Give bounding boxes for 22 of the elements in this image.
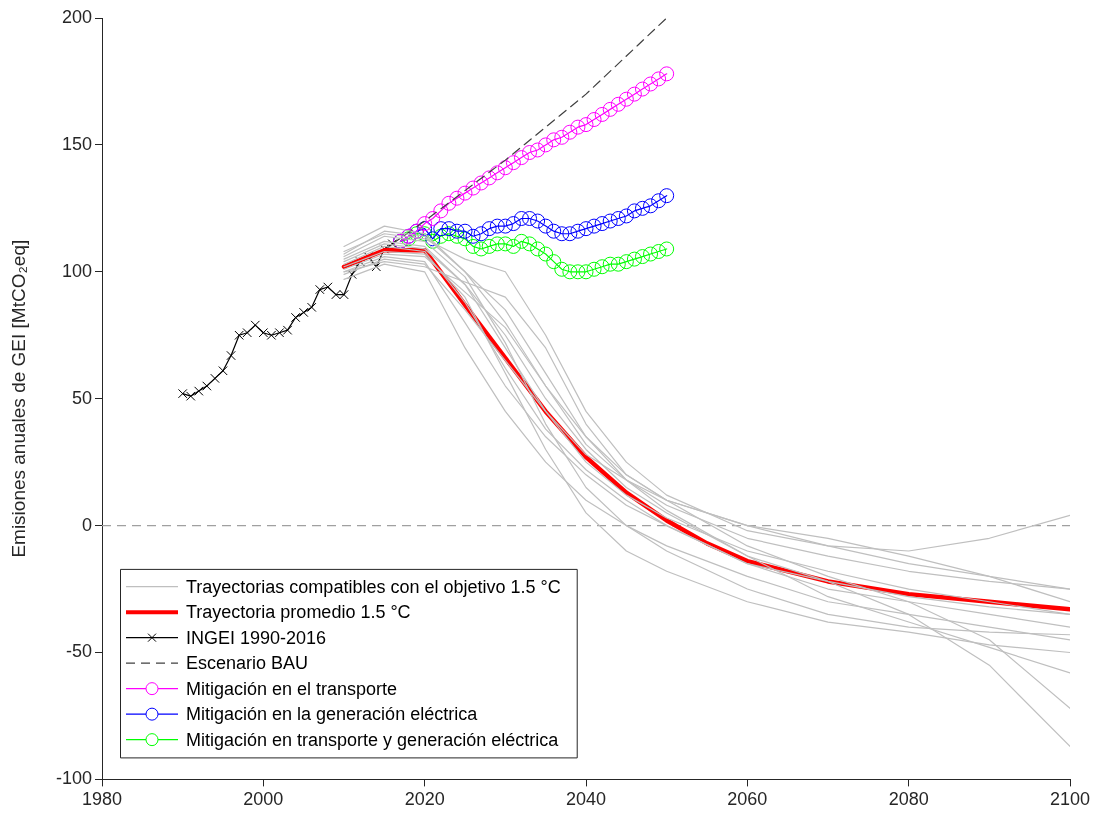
legend-label: Trayectoria promedio 1.5 °C	[186, 602, 411, 623]
x-tick-label: 1980	[81, 789, 123, 810]
y-tick-label: 0	[81, 514, 92, 535]
legend-label: Trayectorias compatibles con el objetivo 1.5 °C	[186, 576, 561, 597]
x-tick-label: 2100	[1049, 789, 1091, 810]
y-axis-title: Emisiones anuales de GEI [MtCO₂eq]	[7, 239, 29, 558]
y-tick-label: -50	[65, 641, 92, 662]
y-tick-label: 100	[61, 260, 92, 281]
x-tick-label: 2040	[565, 789, 607, 810]
x-tick-label: 2080	[888, 789, 929, 810]
x-tick-label: 2060	[727, 789, 768, 810]
legend-label: Mitigación en la generación eléctrica	[186, 704, 479, 725]
legend-label: Mitigación en transporte y generación eléctrica	[186, 729, 560, 750]
legend-label: Mitigación en el transporte	[186, 678, 398, 699]
x-tick-label: 2000	[243, 789, 284, 810]
legend-label: INGEI 1990-2016	[186, 627, 327, 648]
y-tick-label: -100	[55, 768, 92, 789]
x-tick-label: 2020	[404, 789, 445, 810]
y-tick-label: 150	[61, 133, 92, 154]
legend-label: Escenario BAU	[186, 653, 309, 674]
y-tick-label: 200	[61, 6, 92, 27]
y-tick-label: 50	[71, 387, 92, 408]
